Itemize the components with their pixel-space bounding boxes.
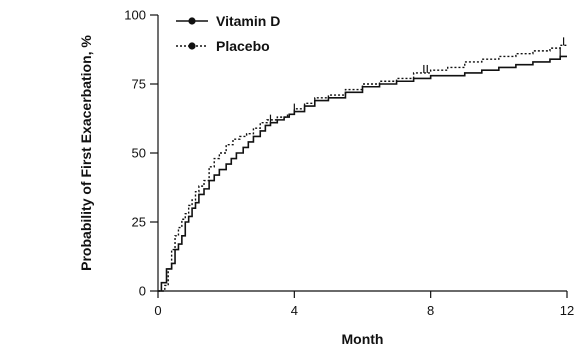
legend: Vitamin D Placebo [176,13,280,54]
y-tick-label: 100 [124,8,146,23]
x-axis-title: Month [342,331,384,347]
y-tick-label: 25 [132,215,146,230]
legend-marker [188,17,196,25]
legend-marker [188,42,196,50]
y-tick-label: 0 [139,284,146,299]
x-tick-label: 4 [291,303,298,318]
x-tick-label: 8 [427,303,434,318]
series-line-vitamin-d [158,55,567,292]
series-layer [158,37,567,292]
series-line-placebo [158,44,567,292]
y-tick-label: 75 [132,77,146,92]
legend-label: Vitamin D [216,13,280,29]
x-tick-label: 0 [154,303,161,318]
y-axis-title: Probability of First Exacerbation, % [78,35,94,271]
legend-label: Placebo [216,38,270,54]
x-tick-label: 12 [560,303,574,318]
axes: 0 25 50 75 100 0 4 8 12 [124,8,574,319]
y-tick-label: 50 [132,146,146,161]
